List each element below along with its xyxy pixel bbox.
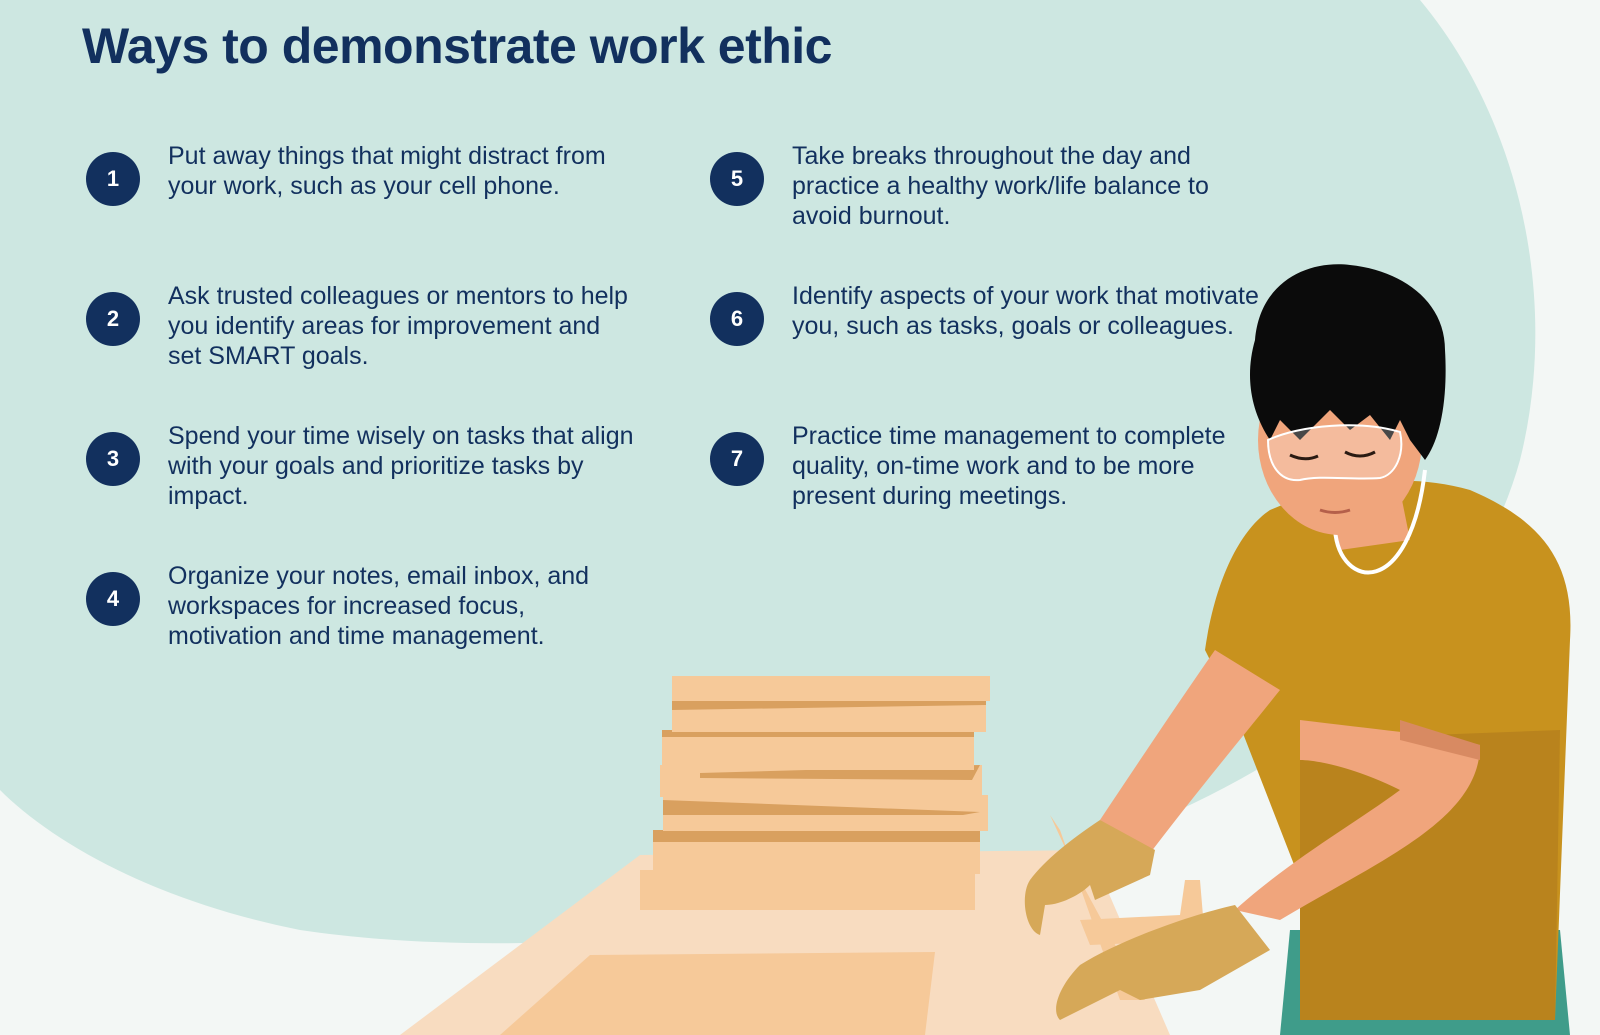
tip-text: Practice time management to complete qua… xyxy=(792,422,1226,510)
right-arm xyxy=(1235,720,1480,920)
hair xyxy=(1250,264,1446,460)
left-arm xyxy=(1100,650,1280,860)
workbench-mat xyxy=(500,952,935,1035)
tip-text: Spend your time wisely on tasks that ali… xyxy=(168,422,634,510)
tip-text: Ask trusted colleagues or mentors to hel… xyxy=(168,282,628,370)
wood-plank-stack xyxy=(640,676,990,910)
right-glove xyxy=(1056,905,1270,1020)
tip-number-badge: 2 xyxy=(86,292,140,346)
tip-number-badge: 6 xyxy=(710,292,764,346)
safety-glasses-icon xyxy=(1266,424,1403,482)
tip-text: Organize your notes, email inbox, and wo… xyxy=(168,562,590,650)
tip-number-badge: 3 xyxy=(86,432,140,486)
cardboard-piece xyxy=(1050,815,1145,1000)
eyes xyxy=(1289,450,1376,461)
tip-number-badge: 4 xyxy=(86,572,140,626)
tip-text: Put away things that might distract from… xyxy=(168,142,606,200)
necklace xyxy=(1333,469,1427,575)
page-title: Ways to demonstrate work ethic xyxy=(82,18,833,74)
right-arm-shadow xyxy=(1400,720,1480,760)
mouth xyxy=(1319,508,1351,514)
tip-text: Identify aspects of your work that motiv… xyxy=(792,282,1259,340)
tip-number-badge: 1 xyxy=(86,152,140,206)
left-glove xyxy=(1024,820,1155,935)
tip-number-badge: 5 xyxy=(710,152,764,206)
tip-text: Take breaks throughout the day and pract… xyxy=(792,142,1209,230)
tip-number-badge: 7 xyxy=(710,432,764,486)
shirt-shade xyxy=(1300,730,1560,1020)
